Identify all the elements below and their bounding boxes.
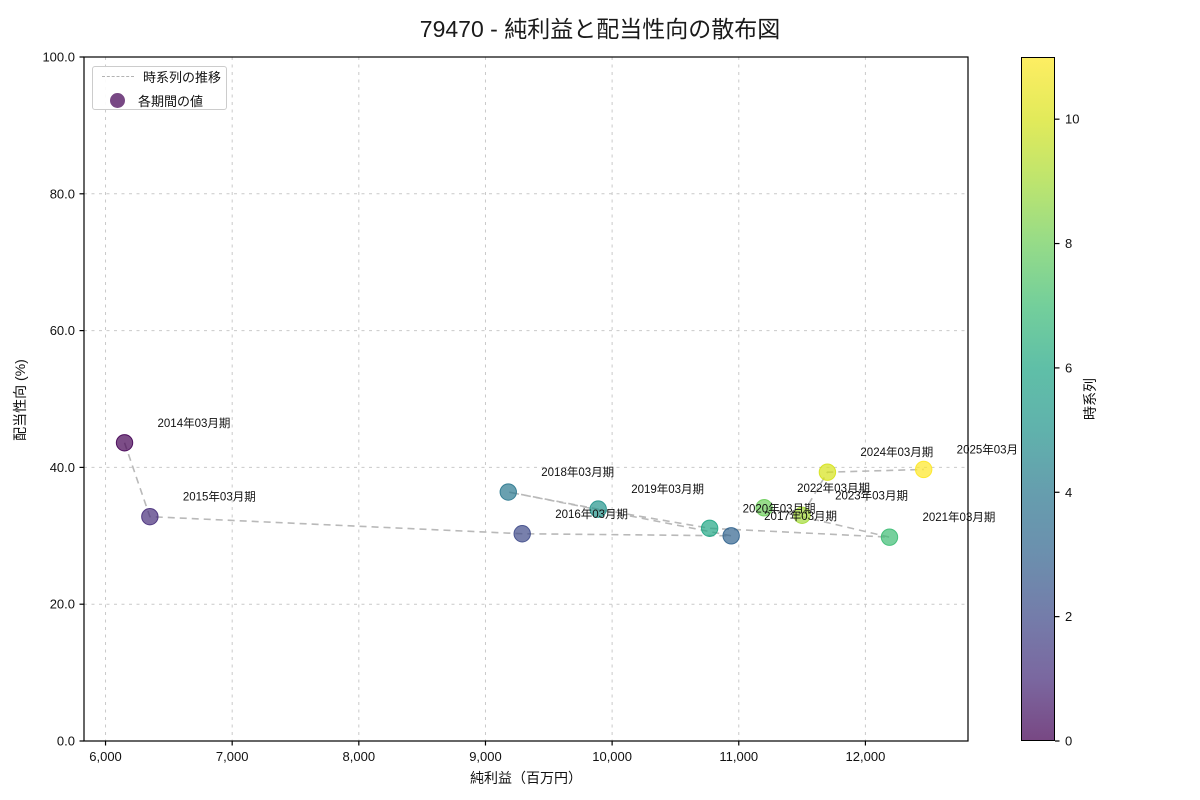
y-tick-label: 60.0 — [50, 323, 75, 338]
data-point — [755, 499, 773, 517]
legend-row-line: 時系列の推移 — [102, 67, 222, 86]
legend-line-label: 時系列の推移 — [143, 69, 222, 85]
colorbar-tick-label: 6 — [1065, 360, 1072, 375]
data-point — [914, 460, 933, 479]
y-tick-label: 40.0 — [50, 460, 75, 475]
data-point — [793, 506, 811, 524]
x-tick-label: 12,000 — [846, 749, 886, 764]
point-annotation: 2021年03月期 — [922, 510, 995, 524]
point-annotation: 2025年03月 — [957, 442, 1018, 456]
scatter-marker-sample-icon — [110, 92, 125, 108]
point-annotation: 2020年03月期 — [743, 501, 816, 515]
colorbar — [1021, 57, 1055, 741]
point-annotation: 2016年03月期 — [555, 507, 628, 521]
colorbar-tick-label: 2 — [1065, 609, 1072, 624]
data-point — [880, 528, 899, 546]
plot-frame — [83, 56, 969, 742]
legend-row-marker: 各期間の値 — [102, 91, 218, 110]
y-tick-label: 0.0 — [57, 734, 75, 749]
point-annotation: 2017年03月期 — [764, 509, 837, 523]
dashed-line-sample-icon — [102, 75, 134, 77]
time-series-line — [123, 442, 924, 538]
legend-marker-label: 各期間の値 — [138, 93, 204, 109]
x-axis-label: 純利益（百万円） — [470, 770, 582, 786]
point-annotation: 2023年03月期 — [835, 488, 908, 502]
data-point — [499, 483, 517, 501]
colorbar-tick-label: 8 — [1065, 236, 1072, 251]
y-tick-label: 80.0 — [50, 186, 75, 201]
point-annotation: 2022年03月期 — [797, 481, 870, 495]
y-tick-label: 20.0 — [50, 597, 75, 612]
colorbar-gradient — [1022, 58, 1054, 740]
point-annotation: 2018年03月期 — [541, 465, 614, 479]
x-tick-label: 10,000 — [592, 749, 632, 764]
point-annotation: 2019年03月期 — [631, 482, 704, 496]
data-point — [115, 434, 134, 452]
colorbar-label: 時系列 — [1082, 378, 1098, 420]
data-point — [589, 500, 607, 518]
x-tick-label: 7,000 — [216, 749, 249, 764]
data-point — [700, 519, 719, 537]
x-tick-label: 11,000 — [719, 749, 758, 764]
data-point — [818, 463, 837, 481]
point-annotation: 2015年03月期 — [183, 490, 256, 504]
x-tick-label: 6,000 — [89, 749, 122, 764]
chart-title: 79470 - 純利益と配当性向の散布図 — [419, 16, 781, 42]
x-tick-label: 9,000 — [469, 749, 502, 764]
data-point — [141, 507, 159, 526]
colorbar-tick-label: 0 — [1065, 734, 1072, 749]
y-tick-label: 100.0 — [42, 50, 75, 65]
colorbar-tick-label: 4 — [1065, 485, 1072, 500]
point-annotation: 2014年03月期 — [158, 416, 231, 430]
legend: 時系列の推移 各期間の値 — [92, 66, 227, 110]
x-tick-label: 8,000 — [343, 749, 376, 764]
colorbar-tick-label: 10 — [1065, 112, 1079, 127]
point-annotation: 2024年03月期 — [860, 445, 933, 459]
data-point — [513, 525, 531, 543]
y-axis-label: 配当性向 (%) — [12, 359, 28, 441]
data-point — [722, 527, 740, 545]
